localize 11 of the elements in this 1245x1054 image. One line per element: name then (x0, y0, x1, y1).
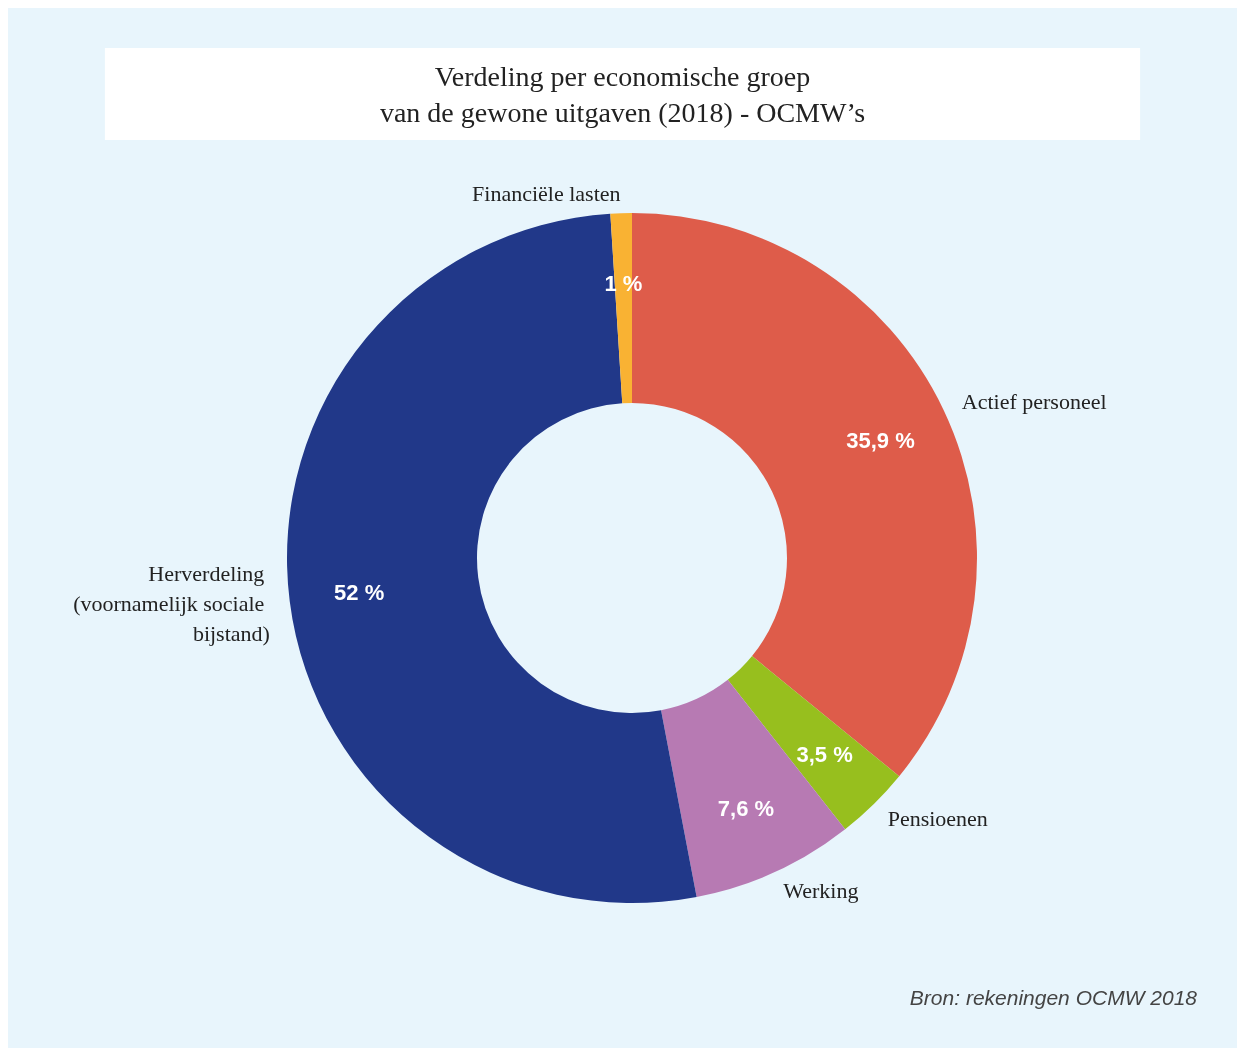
data-label: 52 % (334, 579, 385, 605)
data-label: 35,9 % (846, 427, 915, 453)
chart-title: Verdeling per economische groep van de gewone uitgaven (2018) - OCMW’s (379, 60, 866, 128)
slice-label: Actief personeel (961, 389, 1107, 415)
data-label: 3,5 % (796, 741, 853, 767)
slice-label: Pensioenen (887, 806, 988, 832)
slice-label: Financiële lasten (472, 180, 621, 206)
slice-label: Werking (783, 877, 859, 903)
slice-label: Herverdeling (voornamelijk sociale bijstand) (73, 561, 270, 647)
text: Bron: rekeningen OCMW 2018 (909, 986, 1198, 1009)
data-label: 7,6 % (717, 795, 775, 821)
